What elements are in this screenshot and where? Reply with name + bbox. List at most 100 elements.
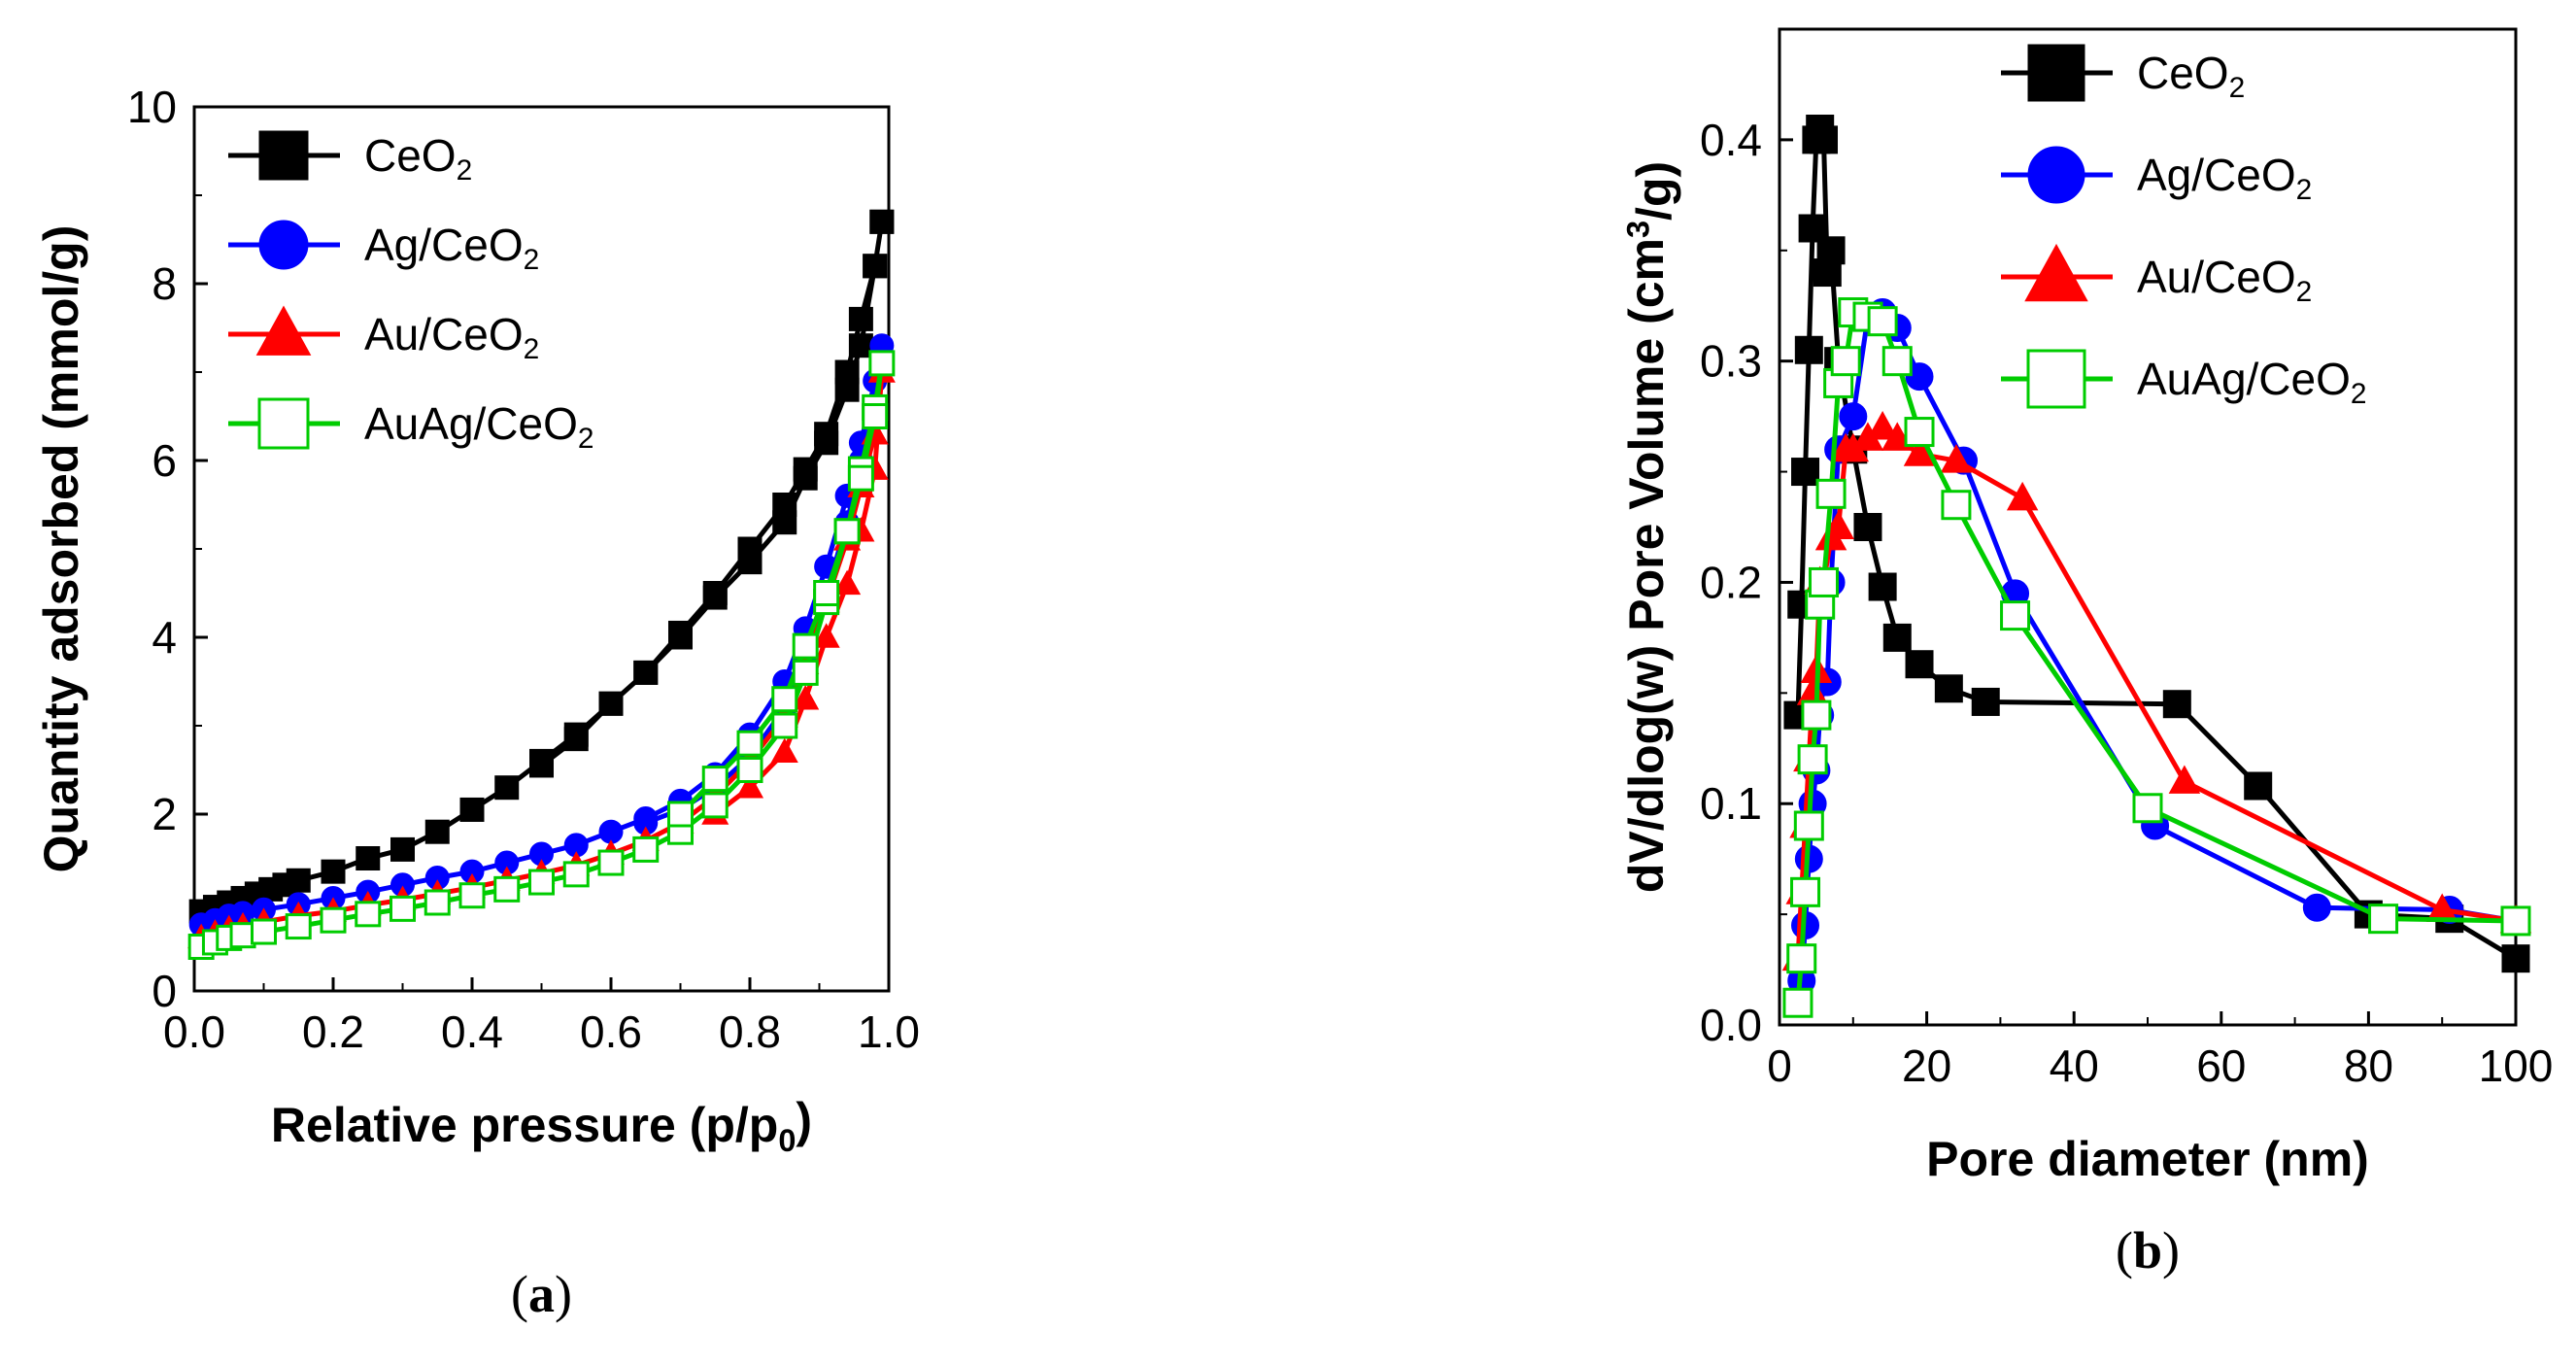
panel-a-legend-label: Ag/CeO2​ bbox=[364, 220, 539, 276]
panel-a-data-point bbox=[771, 712, 798, 739]
panel-a-data-point bbox=[459, 797, 485, 822]
panel-a-ytick-label: 10 bbox=[127, 82, 177, 132]
panel-b-data-point bbox=[1797, 744, 1828, 775]
panel-a-data-point bbox=[563, 727, 589, 752]
panel-b-ytick-label: 0.1 bbox=[1700, 778, 1762, 829]
panel-b-data-point bbox=[1822, 510, 1854, 539]
panel-a-legend-label: CeO2​ bbox=[364, 130, 472, 187]
panel-b-data-point bbox=[1839, 402, 1868, 431]
panel-b-ytick-label: 0.0 bbox=[1700, 1000, 1762, 1050]
panel-b-data-point bbox=[2006, 481, 2039, 511]
panel-a-data-point bbox=[702, 585, 728, 610]
panel-a-data-point bbox=[286, 868, 311, 893]
panel-b-data-point bbox=[2000, 600, 2031, 631]
panel-a-series-3 bbox=[187, 350, 896, 960]
panel-a-data-point bbox=[862, 403, 889, 429]
panel-a-legend-label: AuAg/CeO2​ bbox=[364, 398, 594, 455]
panel-b-data-point bbox=[2244, 771, 2273, 801]
panel-a-data-point bbox=[770, 737, 798, 764]
panel-b-xtick-label: 60 bbox=[2196, 1040, 2246, 1091]
panel-b-data-point bbox=[1934, 674, 1963, 703]
panel-a-data-point bbox=[251, 918, 277, 945]
panel-b-data-point bbox=[1940, 444, 1973, 473]
panel-a-data-point bbox=[735, 772, 764, 799]
panel-b-data-point bbox=[1815, 478, 1847, 509]
panel-a-xtick-label: 0.0 bbox=[163, 1006, 225, 1057]
panel-a-data-point bbox=[390, 836, 415, 862]
panel-b-data-point bbox=[1809, 125, 1838, 154]
panel-b-data-point bbox=[2501, 944, 2530, 973]
panel-b-xtick-label: 0 bbox=[1767, 1040, 1792, 1091]
panel-a-data-point bbox=[667, 801, 694, 828]
panel-a-data-point bbox=[736, 757, 763, 783]
panel-b-data-point bbox=[2500, 905, 2531, 937]
panel-a-data-point bbox=[320, 906, 347, 934]
panel-a-data-point bbox=[458, 882, 486, 909]
panel-b: 0 20 40 60 80 100 0.0 0.1 0.2 0.3 0.4 Pore diameter… bbox=[1619, 27, 2553, 1279]
panel-a-data-point bbox=[793, 465, 818, 491]
panel-a-data-point bbox=[494, 775, 520, 801]
panel-a-data-point bbox=[390, 895, 416, 922]
panel-a-xtick-label: 0.4 bbox=[441, 1006, 503, 1057]
panel-a-data-point bbox=[812, 623, 840, 648]
panel-a-xlabel: Relative pressure (p/p0​) bbox=[271, 1093, 812, 1158]
panel-a-ytick-label: 4 bbox=[152, 612, 177, 663]
panel-b-legend-label: AuAg/CeO2​ bbox=[2137, 354, 2367, 410]
panel-b-data-point bbox=[1808, 566, 1839, 597]
panel-a-xtick-label: 1.0 bbox=[858, 1006, 920, 1057]
panel-a-data-point bbox=[792, 632, 819, 660]
panel-b-ytick-label: 0.4 bbox=[1700, 115, 1762, 165]
panel-a-data-point bbox=[863, 254, 888, 279]
panel-a-data-point bbox=[701, 766, 729, 793]
panel-a-xtick-label: 0.6 bbox=[580, 1006, 642, 1057]
panel-a-ytick-label: 8 bbox=[152, 258, 177, 309]
panel-a-legend-marker bbox=[255, 305, 312, 356]
panel-b-data-point bbox=[1830, 346, 1861, 377]
panel-b-ytick-label: 0.2 bbox=[1700, 557, 1762, 607]
panel-b-legend-marker bbox=[2024, 243, 2088, 302]
panel-b-data-point bbox=[1794, 335, 1823, 364]
panel-a-data-point bbox=[528, 869, 555, 896]
panel-b-data-point bbox=[2168, 765, 2201, 794]
panel-b-data-point bbox=[1790, 876, 1821, 907]
panel-b-legend-label: Au/CeO2​ bbox=[2137, 252, 2312, 308]
panel-b-data-point bbox=[1881, 346, 1913, 377]
panel-b-data-point bbox=[1816, 236, 1846, 265]
panel-a-data-point bbox=[529, 753, 554, 778]
panel-a-data-point bbox=[321, 859, 346, 884]
panel-b-xtick-label: 80 bbox=[2344, 1040, 2393, 1091]
panel-b-series-3 bbox=[1782, 297, 2531, 1018]
panel-b-data-point bbox=[1905, 362, 1934, 392]
panel-b-series-line bbox=[1795, 425, 2517, 959]
panel-a-data-point bbox=[848, 306, 873, 331]
panel-b-legend-label: Ag/CeO2​ bbox=[2137, 150, 2312, 206]
panel-a-ytick-label: 2 bbox=[152, 789, 177, 839]
panel-a-series-line bbox=[200, 369, 885, 940]
panel-a-data-point bbox=[772, 510, 797, 535]
panel-b-series-0 bbox=[1783, 115, 2530, 973]
panel-a-legend-marker bbox=[258, 220, 309, 270]
panel-b-ytick-label: 0.3 bbox=[1700, 336, 1762, 387]
panel-a-data-point bbox=[792, 659, 819, 686]
panel-b-xtick-label: 40 bbox=[2050, 1040, 2099, 1091]
panel-a-legend: CeO2​ Ag/CeO2​ Au/CeO2​ AuAg/CeO2​ bbox=[228, 130, 594, 455]
panel-a-data-point bbox=[355, 901, 382, 928]
panel-b-data-point bbox=[1801, 699, 1832, 731]
panel-b-data-point bbox=[1941, 490, 1972, 521]
panel-b-legend: CeO2​ Ag/CeO2​ Au/CeO2​ AuAg/CeO2​ bbox=[2001, 44, 2367, 410]
panel-b-data-point bbox=[1882, 623, 1912, 652]
panel-a-data-point bbox=[868, 350, 896, 377]
panel-a-data-point bbox=[833, 569, 862, 596]
panel-a-data-point bbox=[814, 430, 839, 456]
panel-a: 0.0 0.2 0.4 0.6 0.8 1.0 0 2 4 6 8 10 Relative pressu… bbox=[34, 82, 920, 1323]
panel-b-data-point bbox=[1867, 306, 1898, 337]
panel-b-legend-marker bbox=[2026, 349, 2086, 409]
panel-a-data-point bbox=[356, 846, 381, 870]
panel-a-legend-marker bbox=[258, 130, 309, 181]
panel-a-data-point bbox=[424, 889, 451, 916]
panel-a-data-point bbox=[424, 819, 450, 844]
panel-a-data-point bbox=[737, 550, 763, 575]
panel-b-data-point bbox=[2132, 793, 2163, 824]
panel-a-data-point bbox=[633, 660, 659, 685]
panel-a-data-point bbox=[771, 686, 798, 713]
